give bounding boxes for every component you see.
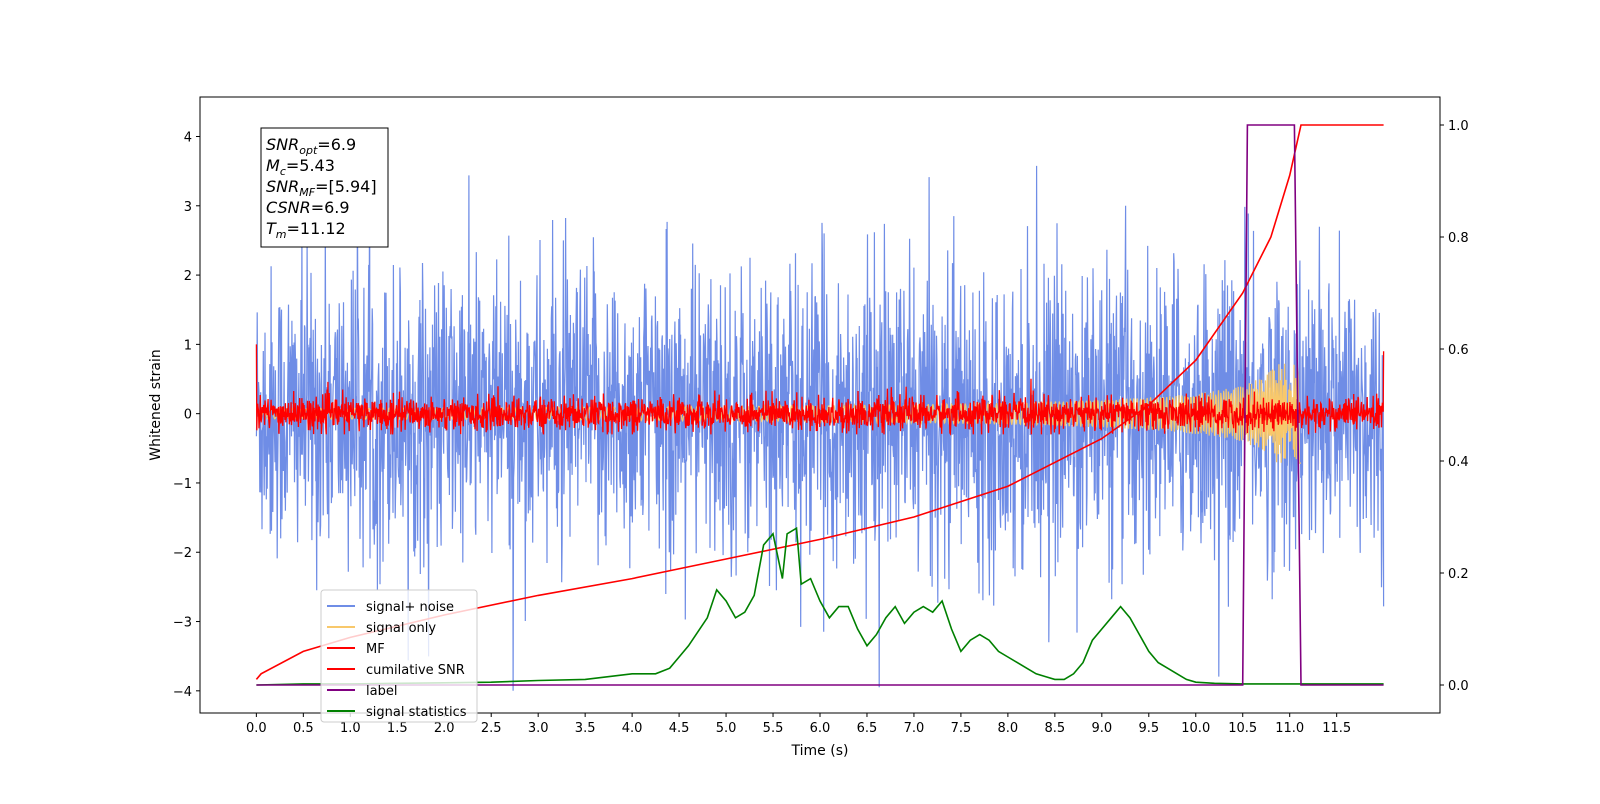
series-mf-line <box>255 344 1385 436</box>
annotation-subscript: opt <box>299 144 318 157</box>
x-tick-label: 9.0 <box>1091 721 1112 736</box>
y2-tick-label: 0.6 <box>1448 343 1469 358</box>
legend-label: label <box>366 684 397 699</box>
x-tick-label: 2.0 <box>434 721 455 736</box>
x-tick-label: 3.5 <box>575 721 596 736</box>
x-tick-label: 10.0 <box>1181 721 1210 736</box>
annotation-line: Mc=5.43 <box>266 156 335 178</box>
y-axis-right: 1.0 0.8 0.6 0.4 0.2 0.0 <box>1440 119 1469 694</box>
annotation-symbol: SNR <box>266 177 299 196</box>
annotation-frame <box>260 127 389 248</box>
x-tick-label: 6.5 <box>857 721 878 736</box>
x-tick-label: 7.0 <box>904 721 925 736</box>
annotation-value: =[5.94] <box>315 177 377 196</box>
x-tick-label: 4.5 <box>669 721 690 736</box>
x-tick-label: 0.5 <box>293 721 314 736</box>
series-label-line <box>256 124 1384 686</box>
annotation-subscript: m <box>276 228 287 241</box>
x-tick-label: 0.0 <box>246 721 267 736</box>
x-tick-label: 2.5 <box>481 721 502 736</box>
x-tick-label: 1.0 <box>340 721 361 736</box>
annotation-value: =11.12 <box>287 219 346 238</box>
x-tick-label: 10.5 <box>1228 721 1257 736</box>
y-tick-label: −3 <box>173 616 192 631</box>
y2-tick-label: 0.8 <box>1448 231 1469 246</box>
y-axis-left: 4 3 2 1 0 −1 −2 −3 −4 <box>173 130 200 700</box>
annotation-value: =6.9 <box>317 135 356 154</box>
x-tick-label: 11.5 <box>1322 721 1351 736</box>
y2-tick-label: 0.4 <box>1448 455 1469 470</box>
annotation-line: SNRMF=[5.94] <box>266 177 377 199</box>
y-tick-label: 0 <box>184 408 192 423</box>
y-tick-label: 2 <box>184 269 192 284</box>
annotation-symbol: M <box>266 156 280 175</box>
y-tick-label: −4 <box>173 685 192 700</box>
series-signal-statistics-line <box>256 526 1384 686</box>
y-tick-label: 1 <box>184 338 192 353</box>
y2-tick-label: 0.2 <box>1448 567 1469 582</box>
y-tick-label: 3 <box>184 200 192 215</box>
x-tick-label: 5.0 <box>716 721 737 736</box>
x-tick-label: 9.5 <box>1138 721 1159 736</box>
y2-tick-label: 0.0 <box>1448 679 1469 694</box>
x-tick-label: 6.0 <box>810 721 831 736</box>
x-tick-label: 1.5 <box>387 721 408 736</box>
annotation-symbol: CSNR <box>266 198 311 217</box>
legend-label: MF <box>366 642 385 657</box>
annotation-subscript: c <box>280 165 286 178</box>
annotation-box: SNRopt=6.9Mc=5.43SNRMF=[5.94]CSNR=6.9Tm=… <box>260 127 389 248</box>
x-tick-label: 7.5 <box>951 721 972 736</box>
y-axis-label: Whitened strain <box>148 349 164 460</box>
annotation-symbol: SNR <box>266 135 299 154</box>
y2-tick-label: 1.0 <box>1448 119 1469 134</box>
annotation-value: =5.43 <box>286 156 335 175</box>
annotation-subscript: MF <box>299 186 315 199</box>
annotation-line: Tm=11.12 <box>266 219 346 241</box>
annotation-symbol: T <box>266 219 277 238</box>
x-axis: 0.0 0.5 1.0 1.5 2.0 2.5 3.0 3.5 4.0 4.5 5.0 5.5 6.0 6… <box>246 713 1351 736</box>
legend-label: signal+ noise <box>366 600 454 615</box>
y-tick-label: 4 <box>184 130 192 145</box>
x-tick-label: 8.0 <box>998 721 1019 736</box>
annotation-value: =6.9 <box>311 198 350 217</box>
x-tick-label: 3.0 <box>528 721 549 736</box>
legend-label: signal statistics <box>366 705 467 720</box>
x-tick-label: 5.5 <box>763 721 784 736</box>
x-tick-label: 4.0 <box>622 721 643 736</box>
x-tick-label: 8.5 <box>1045 721 1066 736</box>
legend-label: signal only <box>366 621 436 636</box>
annotation-line: CSNR=6.9 <box>266 198 350 217</box>
legend-label: cumilative SNR <box>366 663 465 678</box>
x-axis-label: Time (s) <box>791 743 849 759</box>
annotation-line: SNRopt=6.9 <box>266 135 356 157</box>
y-tick-label: −1 <box>173 477 192 492</box>
legend: signal+ noise signal only MF cumilative SNR… <box>320 589 478 723</box>
y-tick-label: −2 <box>173 546 192 561</box>
x-tick-label: 11.0 <box>1275 721 1304 736</box>
legend-frame <box>320 589 478 723</box>
